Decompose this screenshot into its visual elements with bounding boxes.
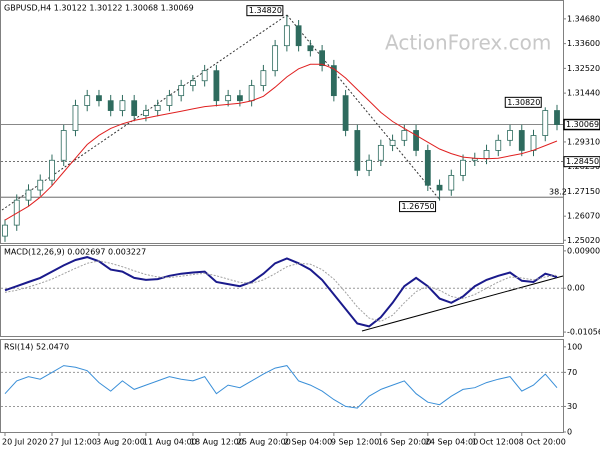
- x-tick-label: 27 Jul 12:00: [49, 438, 97, 447]
- candle-body: [178, 85, 185, 97]
- fib-label: 38.2: [549, 188, 567, 197]
- candle-body: [389, 139, 396, 146]
- candle-body: [307, 45, 314, 52]
- candle-body: [330, 65, 337, 97]
- watermark: ActionForex.com: [385, 31, 551, 55]
- series-line: [4, 256, 558, 328]
- candle-body: [530, 135, 537, 151]
- candle-body: [37, 179, 44, 191]
- marker-label: 1.30069: [566, 120, 599, 129]
- candle-body: [213, 70, 220, 102]
- candle-body: [166, 95, 173, 106]
- candle-body: [260, 70, 267, 86]
- candle-body: [460, 159, 466, 176]
- candle-body: [507, 130, 513, 141]
- price-label: 1.34820: [249, 6, 282, 15]
- candle-body: [107, 100, 114, 111]
- candle-body: [60, 130, 67, 161]
- y-tick-label: -0.010566: [567, 328, 600, 337]
- marker-label: 1.28450: [566, 157, 599, 166]
- candle-body: [448, 174, 455, 191]
- x-tick-label: 16 Sep 20:00: [378, 438, 431, 447]
- y-tick-label: 1.31440: [567, 89, 600, 98]
- y-tick-label: 1.27150: [567, 187, 600, 196]
- candle-body: [554, 110, 560, 125]
- candle-body: [143, 110, 149, 116]
- candle-body: [319, 50, 326, 67]
- candle-body: [236, 95, 243, 102]
- price-title: GBPUSD,H4 1.30122 1.30122 1.30068 1.3006…: [4, 4, 194, 13]
- candle-body: [272, 45, 279, 72]
- candle-body: [25, 189, 32, 201]
- candle-body: [225, 95, 232, 102]
- candle-body: [2, 224, 8, 237]
- candle-body: [483, 150, 490, 159]
- x-tick-label: 9 Sep 12:00: [331, 438, 379, 447]
- candle-body: [495, 139, 502, 151]
- candle-body: [283, 25, 290, 47]
- y-tick-label: 1.33600: [567, 39, 600, 48]
- candle-body: [413, 130, 419, 151]
- y-tick-label: 1.34680: [567, 14, 600, 23]
- candle-body: [96, 95, 102, 102]
- marker-box: [563, 118, 600, 131]
- x-tick-label: 1 Oct 12:00: [472, 438, 519, 447]
- price-label: 1.26750: [402, 202, 435, 211]
- x-tick-label: 2 Sep 04:00: [284, 438, 332, 447]
- x-tick-label: 18 Aug 12:00: [190, 438, 244, 447]
- y-tick-label: 100: [567, 342, 582, 351]
- y-tick-label: 30: [567, 402, 577, 411]
- candle-body: [154, 105, 161, 111]
- x-tick-label: 24 Sep 04:00: [425, 438, 478, 447]
- y-tick-label: 1.26070: [567, 212, 600, 221]
- candle-body: [542, 110, 549, 136]
- candle-body: [49, 159, 55, 181]
- candle-body: [84, 95, 91, 106]
- price-label-box: [246, 5, 284, 17]
- candle-body: [119, 100, 126, 111]
- rsi-title: RSI(14) 52.0470: [4, 343, 69, 352]
- x-tick-label: 11 Aug 04:00: [143, 438, 197, 447]
- candle-body: [295, 25, 302, 47]
- x-tick-label: 20 Jul 2020: [2, 438, 47, 447]
- y-tick-label: 70: [567, 368, 577, 377]
- series-line: [4, 260, 558, 322]
- candle-body: [424, 150, 431, 186]
- series-line: [4, 365, 558, 409]
- candle-body: [190, 80, 196, 86]
- candle-body: [201, 70, 208, 82]
- candle-body: [342, 95, 349, 131]
- candle-body: [354, 130, 361, 171]
- candle-body: [131, 100, 138, 116]
- price-label-box: [399, 201, 437, 213]
- y-tick-label: 0: [567, 428, 572, 437]
- moving-average: [4, 63, 558, 221]
- macd-title: MACD(12,26,9) 0.002697 0.003227: [4, 248, 146, 257]
- x-tick-label: 8 Oct 20:00: [519, 438, 566, 447]
- y-tick-label: 1.32520: [567, 64, 600, 73]
- candle-body: [248, 85, 255, 102]
- y-tick-label: 1.29310: [567, 137, 600, 146]
- candle-body: [366, 159, 372, 171]
- price-label-box: [504, 96, 542, 108]
- x-tick-label: 3 Aug 20:00: [96, 438, 145, 447]
- y-tick-label: 0.009003: [567, 246, 600, 255]
- candle-body: [436, 184, 443, 191]
- price-label: 1.30820: [507, 98, 540, 107]
- marker-box: [563, 156, 600, 168]
- candle-body: [72, 105, 79, 131]
- rsi-panel: [0, 339, 564, 433]
- candle-body: [377, 144, 384, 161]
- x-tick-label: 25 Aug 20:00: [237, 438, 291, 447]
- candle-body: [518, 130, 525, 151]
- y-tick-label: 1.25020: [567, 236, 600, 245]
- macd-panel: [0, 245, 564, 337]
- macd-trend-line: [361, 275, 564, 332]
- y-tick-label: 0.00: [567, 284, 585, 293]
- candle-body: [401, 130, 408, 141]
